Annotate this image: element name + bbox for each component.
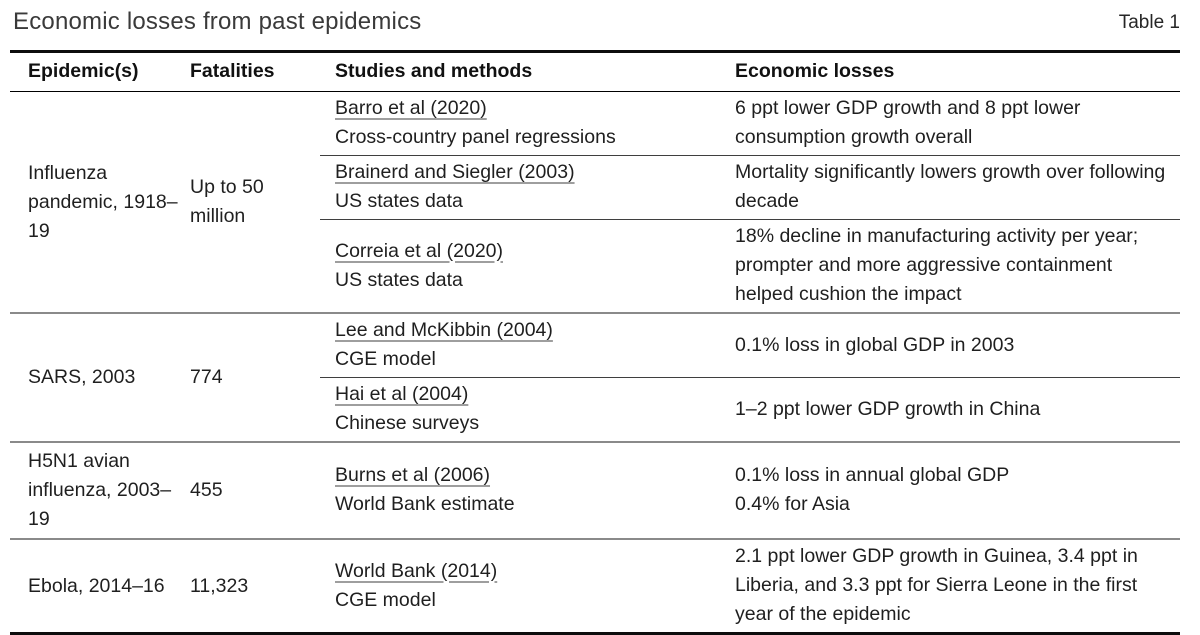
epidemic-cell: SARS, 2003 (28, 366, 136, 388)
study-method: US states data (335, 190, 463, 212)
fatalities-cell: 455 (190, 479, 223, 501)
title-row: Economic losses from past epidemics Tabl… (10, 6, 1180, 50)
studies-cell: Barro et al (2020) Cross-country panel r… (320, 92, 735, 155)
study-row: Correia et al (2020) US states data 18% … (320, 219, 1180, 312)
study-method: Chinese surveys (335, 412, 480, 434)
table-body: Influenza pandemic, 1918–19 Up to 50 mil… (10, 92, 1180, 632)
fatalities-cell: Up to 50 million (190, 176, 264, 227)
studies-subrows: Burns et al (2006) World Bank estimate 0… (320, 443, 1180, 538)
losses-line: 6 ppt lower GDP growth and 8 ppt lower c… (735, 97, 1081, 148)
losses-line: 1–2 ppt lower GDP growth in China (735, 397, 1041, 420)
study-row: Lee and McKibbin (2004) CGE model 0.1% l… (320, 314, 1180, 377)
epidemic-cell: Influenza pandemic, 1918–19 (28, 161, 178, 242)
fatalities-cell: 774 (190, 366, 223, 388)
epidemics-table: Epidemic(s) Fatalities Studies and metho… (10, 50, 1180, 635)
study-method: US states data (335, 268, 463, 291)
studies-subrows: Barro et al (2020) Cross-country panel r… (320, 92, 1180, 312)
studies-cell: Hai et al (2004) Chinese surveys (320, 378, 735, 441)
studies-cell: Correia et al (2020) US states data (320, 220, 735, 312)
table-row-group: Ebola, 2014–16 11,323 World Bank (2014) … (10, 538, 1180, 632)
studies-cell: Burns et al (2006) World Bank estimate (320, 443, 735, 538)
table-row-group: H5N1 avian influenza, 2003–19 455 Burns … (10, 441, 1180, 538)
losses-line: 0.1% loss in global GDP in 2003 (735, 333, 1015, 356)
column-header-losses: Economic losses (735, 60, 895, 82)
study-row: World Bank (2014) CGE model 2.1 ppt lowe… (320, 540, 1180, 632)
studies-cell: World Bank (2014) CGE model (320, 540, 735, 632)
study-reference-link[interactable]: Hai et al (2004) (335, 383, 469, 405)
study-method: CGE model (335, 348, 436, 370)
epidemic-cell: Ebola, 2014–16 (28, 574, 165, 597)
losses-line: 2.1 ppt lower GDP growth in Guinea, 3.4 … (735, 545, 1138, 625)
studies-cell: Lee and McKibbin (2004) CGE model (320, 314, 735, 377)
study-reference-link[interactable]: Brainerd and Siegler (2003) (335, 161, 575, 183)
losses-cell: 6 ppt lower GDP growth and 8 ppt lower c… (735, 92, 1180, 155)
epidemic-cell: H5N1 avian influenza, 2003–19 (28, 450, 172, 530)
studies-subrows: Lee and McKibbin (2004) CGE model 0.1% l… (320, 314, 1180, 441)
losses-line: 0.1% loss in annual global GDP (735, 464, 1010, 486)
study-method: CGE model (335, 588, 436, 611)
study-row: Brainerd and Siegler (2003) US states da… (320, 155, 1180, 219)
table-label: Table 1 (1118, 12, 1180, 33)
study-row: Barro et al (2020) Cross-country panel r… (320, 92, 1180, 155)
losses-cell: 0.1% loss in annual global GDP 0.4% for A… (735, 443, 1180, 538)
study-reference-link[interactable]: Correia et al (2020) (335, 239, 503, 262)
study-row: Hai et al (2004) Chinese surveys 1–2 ppt… (320, 377, 1180, 441)
losses-cell: 0.1% loss in global GDP in 2003 (735, 314, 1180, 377)
study-reference-link[interactable]: World Bank (2014) (335, 559, 498, 582)
studies-subrows: World Bank (2014) CGE model 2.1 ppt lowe… (320, 540, 1180, 632)
table-row-group: SARS, 2003 774 Lee and McKibbin (2004) C… (10, 312, 1180, 441)
losses-line: 0.4% for Asia (735, 493, 850, 515)
table-row-group: Influenza pandemic, 1918–19 Up to 50 mil… (10, 92, 1180, 312)
losses-cell: 2.1 ppt lower GDP growth in Guinea, 3.4 … (735, 540, 1180, 632)
study-reference-link[interactable]: Barro et al (2020) (335, 97, 487, 119)
study-method: Cross-country panel regressions (335, 126, 616, 148)
study-reference-link[interactable]: Burns et al (2006) (335, 464, 491, 486)
losses-line: Mortality significantly lowers growth ov… (735, 161, 1166, 212)
table-header-row: Epidemic(s) Fatalities Studies and metho… (10, 53, 1180, 92)
losses-cell: Mortality significantly lowers growth ov… (735, 156, 1180, 219)
studies-cell: Brainerd and Siegler (2003) US states da… (320, 156, 735, 219)
study-row: Burns et al (2006) World Bank estimate 0… (320, 443, 1180, 538)
study-method: World Bank estimate (335, 493, 515, 515)
column-header-studies: Studies and methods (335, 60, 533, 82)
column-header-epidemics: Epidemic(s) (28, 60, 139, 82)
losses-cell: 1–2 ppt lower GDP growth in China (735, 378, 1180, 441)
study-reference-link[interactable]: Lee and McKibbin (2004) (335, 319, 553, 341)
fatalities-cell: 11,323 (190, 574, 249, 597)
losses-cell: 18% decline in manufacturing activity pe… (735, 220, 1180, 312)
column-header-fatalities: Fatalities (190, 60, 275, 82)
losses-line: 18% decline in manufacturing activity pe… (735, 225, 1139, 305)
page-title: Economic losses from past epidemics (13, 8, 422, 35)
